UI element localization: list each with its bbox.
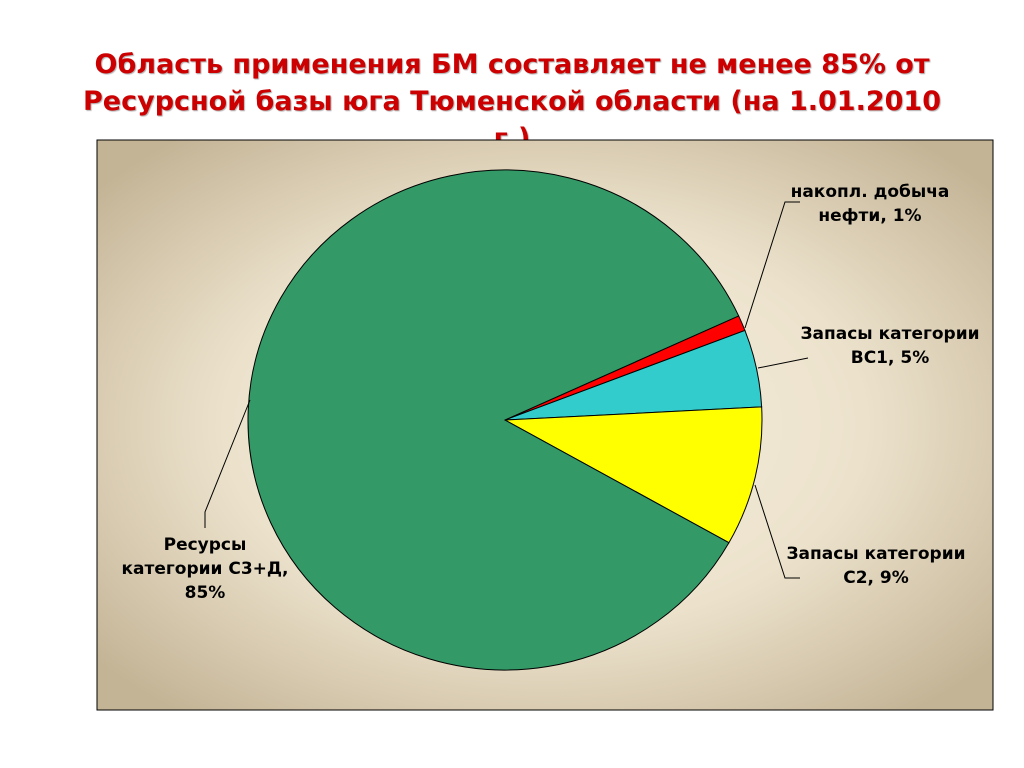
pie-slice [247,169,740,671]
data-label: Ресурсы категории С3+Д, 85% [115,533,295,605]
leader-line [204,399,251,528]
leader-line [754,484,800,579]
data-label: Запасы категории С2, 9% [786,542,966,590]
label-value: 1% [892,206,922,226]
label-value: 9% [879,568,909,588]
data-label: накопл. добыча нефти, 1% [780,180,960,228]
label-category: Запасы категории С2, [786,544,966,588]
leader-line [757,357,809,369]
label-value: 85% [184,583,226,603]
chart-title: Область применения БМ составляет не мене… [82,49,941,154]
data-label: Запасы категории ВС1, 5% [800,322,980,370]
label-category: накопл. добыча нефти, [790,182,950,226]
label-category: Ресурсы категории С3+Д, [121,535,289,579]
pie-slice [503,406,763,544]
slices [247,169,763,671]
leader-lines [204,201,809,579]
label-category: Запасы категории ВС1, [800,324,980,368]
label-value: 5% [900,348,930,368]
leader-line [744,201,800,329]
